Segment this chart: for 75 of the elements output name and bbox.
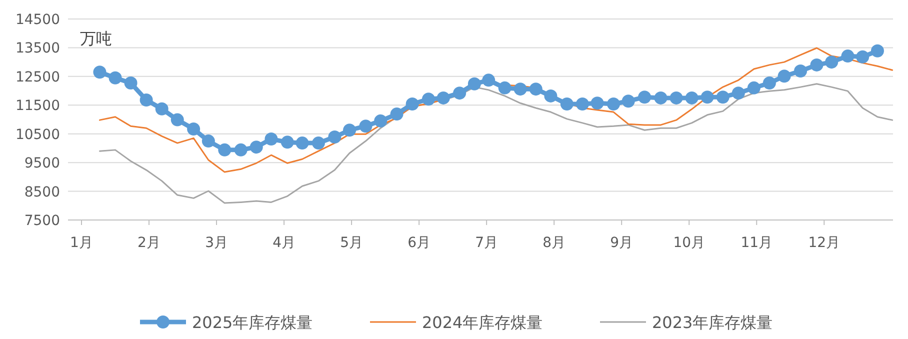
point — [328, 130, 342, 144]
x-tick-label: 8月 — [542, 235, 566, 251]
point — [700, 90, 714, 104]
y-tick-label: 10500 — [15, 126, 60, 143]
x-tick-label: 7月 — [475, 235, 498, 251]
point — [343, 124, 356, 137]
x-tick-label: 1月 — [70, 235, 93, 251]
point — [544, 89, 558, 102]
point — [250, 140, 263, 154]
point — [670, 91, 683, 104]
point — [762, 76, 776, 90]
point — [841, 50, 854, 63]
point — [856, 50, 870, 64]
point — [716, 90, 730, 104]
point — [482, 74, 496, 87]
x-tick-label: 5月 — [340, 235, 364, 251]
point — [498, 81, 512, 94]
y-tick-label: 13500 — [15, 40, 60, 57]
legend-label: 2024年库存煤量 — [422, 313, 543, 332]
legend-label: 2025年库存煤量 — [192, 313, 313, 332]
point — [825, 56, 838, 69]
point — [560, 97, 574, 110]
point — [406, 97, 419, 110]
x-tick-label: 4月 — [272, 235, 296, 251]
point — [264, 132, 278, 146]
y-tick-label: 7500 — [24, 213, 60, 229]
y-axis-title: 万吨 — [80, 29, 112, 48]
point — [870, 44, 884, 58]
point — [778, 70, 791, 83]
point — [170, 113, 184, 126]
point — [529, 82, 542, 96]
point — [218, 143, 232, 156]
point — [654, 91, 668, 104]
point — [638, 90, 652, 104]
point — [514, 82, 527, 96]
point — [202, 134, 215, 148]
point — [810, 58, 824, 72]
point — [93, 66, 106, 79]
y-tick-label: 8500 — [24, 184, 60, 200]
point — [732, 86, 745, 100]
x-tick-label: 3月 — [205, 235, 228, 251]
point — [359, 120, 372, 133]
x-tick-label: 10月 — [673, 235, 706, 251]
x-tick-label: 2月 — [138, 235, 160, 251]
point — [422, 92, 436, 106]
y-tick-label: 11500 — [15, 98, 60, 114]
point — [390, 108, 404, 121]
legend-label: 2023年库存煤量 — [652, 313, 773, 332]
point — [794, 64, 808, 78]
point — [468, 77, 481, 90]
point — [155, 102, 168, 116]
y-tick-label: 14500 — [15, 12, 60, 28]
y-tick-label: 12500 — [15, 69, 60, 86]
point — [312, 136, 325, 150]
x-tick-label: 6月 — [408, 235, 431, 251]
point — [280, 136, 294, 149]
point — [685, 91, 698, 104]
point — [296, 136, 309, 150]
y-tick-label: 9500 — [24, 156, 60, 172]
point — [576, 97, 589, 110]
point — [436, 91, 450, 104]
x-tick-label: 9月 — [610, 235, 634, 251]
point — [140, 93, 153, 106]
point — [747, 81, 760, 94]
point — [590, 96, 604, 110]
point — [187, 122, 200, 136]
point — [453, 86, 466, 100]
point — [374, 114, 388, 128]
point — [622, 94, 635, 108]
point — [234, 143, 248, 156]
x-tick-label: 12月 — [808, 235, 840, 251]
point — [108, 71, 122, 84]
point — [124, 76, 138, 90]
x-tick-label: 11月 — [740, 235, 773, 251]
point — [607, 97, 620, 110]
